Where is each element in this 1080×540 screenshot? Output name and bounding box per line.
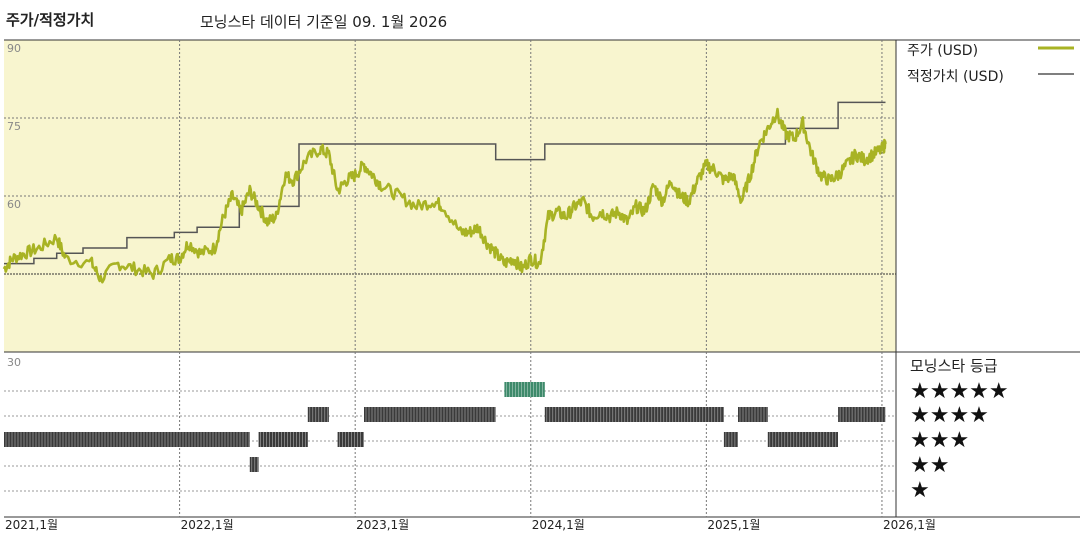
rating-row-2-stars: ★★: [910, 453, 950, 478]
rating-segment-4-star: [838, 407, 886, 422]
rating-segment-4-star: [307, 407, 329, 422]
rating-row-5-stars: ★★★★★: [910, 379, 1009, 404]
chart-subtitle: 모닝스타 데이터 기준일 09. 1월 2026: [200, 13, 448, 31]
x-tick-label-2023: 2023,1월: [356, 518, 409, 532]
rating-segment-3-star: [4, 432, 250, 447]
y-tick-label-30: 30: [7, 356, 21, 369]
legend-fairvalue-label: 적정가치 (USD): [907, 69, 1004, 85]
rating-segment-4-star: [364, 407, 496, 422]
x-tick-label-2025: 2025,1월: [707, 518, 760, 532]
y-tick-label-60: 60: [7, 198, 21, 211]
y-tick-label-90: 90: [7, 42, 21, 55]
rating-row-3-stars: ★★★: [910, 428, 970, 453]
rating-segment-5-star: [504, 382, 545, 397]
rating-row-4-stars: ★★★★: [910, 403, 989, 428]
rating-segment-3-star: [337, 432, 364, 447]
x-tick-label-2022: 2022,1월: [181, 518, 234, 532]
rating-segment-4-star: [544, 407, 725, 422]
rating-panel-title: 모닝스타 등급: [910, 357, 998, 375]
rating-row-1-stars: ★: [910, 478, 930, 503]
legend-price-label: 주가 (USD): [907, 43, 979, 59]
chart-title: 주가/적정가치: [6, 11, 95, 29]
x-tick-label-2021: 2021,1월: [5, 518, 58, 532]
y-tick-label-75: 75: [7, 120, 21, 133]
rating-segment-2-star: [249, 457, 259, 472]
rating-segment-3-star: [767, 432, 838, 447]
x-tick-label-2024: 2024,1월: [532, 518, 585, 532]
x-tick-label-2026: 2026,1월: [883, 518, 936, 532]
price-line: [2, 107, 887, 284]
rating-segment-4-star: [738, 407, 768, 422]
rating-segment-3-star: [723, 432, 739, 447]
rating-segment-3-star: [258, 432, 308, 447]
